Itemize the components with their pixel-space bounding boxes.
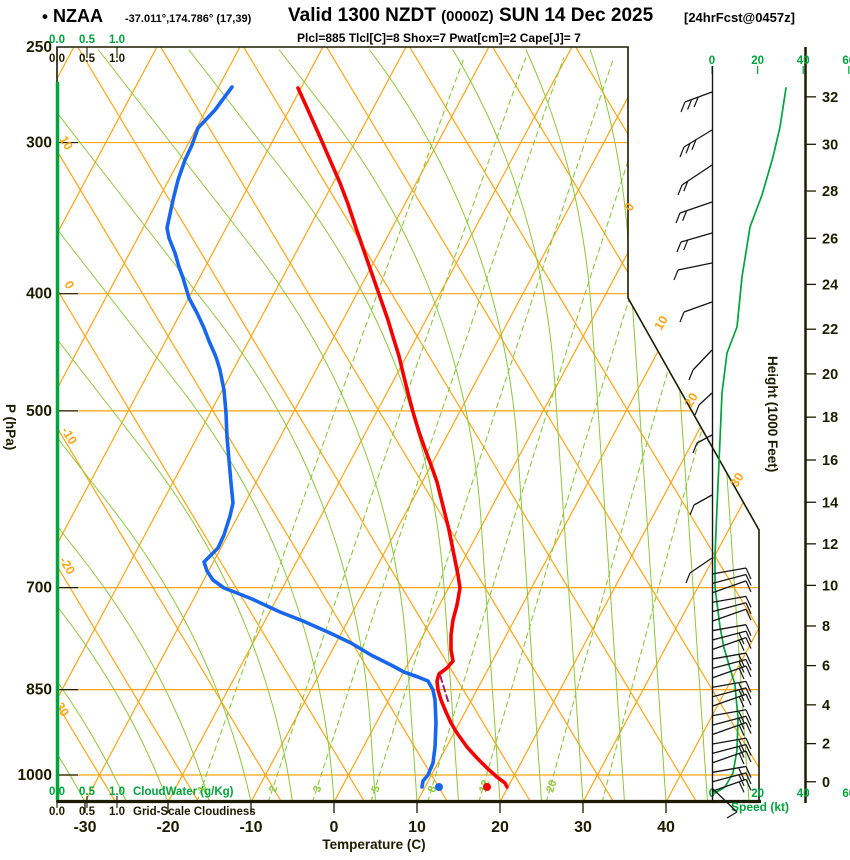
svg-text:6: 6 bbox=[822, 659, 830, 675]
dewpoint-curve bbox=[165, 85, 438, 789]
line-labels: 100-10-20-300102030123581220 bbox=[50, 133, 746, 794]
plot-area bbox=[57, 47, 759, 802]
svg-text:-20: -20 bbox=[56, 554, 77, 577]
valid-date: SUN 14 Dec 2025 bbox=[498, 5, 654, 26]
temperature-axis: -30 -20 -10 0 10 20 30 40 Temperature (C) bbox=[73, 803, 675, 852]
svg-text:3: 3 bbox=[311, 784, 324, 794]
surface-temperature-dot bbox=[483, 783, 491, 791]
svg-text:400: 400 bbox=[26, 286, 52, 303]
svg-text:700: 700 bbox=[26, 580, 52, 597]
svg-text:26: 26 bbox=[822, 231, 838, 247]
svg-text:1.0: 1.0 bbox=[109, 34, 125, 46]
svg-text:0.5: 0.5 bbox=[79, 34, 96, 46]
svg-text:850: 850 bbox=[26, 682, 52, 699]
svg-text:40: 40 bbox=[797, 788, 810, 800]
svg-text:10: 10 bbox=[56, 133, 75, 152]
svg-text:250: 250 bbox=[26, 39, 52, 56]
svg-text:1: 1 bbox=[196, 784, 209, 794]
svg-text:Height (1000 Feet): Height (1000 Feet) bbox=[765, 356, 780, 472]
svg-text:0.5: 0.5 bbox=[79, 786, 96, 798]
svg-text:30: 30 bbox=[574, 819, 592, 836]
surface-dewpoint-dot bbox=[435, 783, 443, 791]
valid-time: Valid 1300 NZDT bbox=[288, 5, 436, 26]
station-title: • NZAA bbox=[42, 6, 103, 27]
svg-text:12: 12 bbox=[822, 537, 838, 553]
svg-text:24: 24 bbox=[822, 277, 838, 293]
svg-text:Grid-Scale Cloudiness: Grid-Scale Cloudiness bbox=[133, 806, 256, 818]
svg-text:2: 2 bbox=[267, 784, 280, 794]
svg-text:10: 10 bbox=[652, 313, 671, 332]
valid-z-time: (0000Z) bbox=[441, 8, 494, 25]
chart-header: • NZAA -37.011°,174.786° (17,39) Valid 13… bbox=[0, 0, 850, 46]
svg-text:0.5: 0.5 bbox=[79, 53, 96, 65]
svg-text:-30: -30 bbox=[50, 696, 71, 719]
svg-text:20: 20 bbox=[751, 788, 764, 800]
svg-text:40: 40 bbox=[797, 55, 810, 67]
svg-text:2: 2 bbox=[822, 737, 830, 753]
svg-text:60: 60 bbox=[842, 55, 850, 67]
station-coords: -37.011°,174.786° (17,39) bbox=[125, 13, 252, 25]
svg-text:Temperature (C): Temperature (C) bbox=[322, 837, 425, 852]
svg-text:Speed (kt): Speed (kt) bbox=[731, 800, 789, 814]
wind-barbs bbox=[673, 91, 752, 819]
moist-adiabat-lines bbox=[57, 49, 750, 802]
dry-adiabat-lines bbox=[57, 47, 759, 802]
svg-text:5: 5 bbox=[369, 784, 382, 794]
svg-text:40: 40 bbox=[657, 819, 675, 836]
station-bullet-icon: • bbox=[42, 7, 48, 26]
temperature-curve bbox=[296, 86, 509, 789]
svg-text:-10: -10 bbox=[239, 819, 262, 836]
sounding-indices-line: Plcl=885 Tlcl[C]=8 Shox=7 Pwat[cm]=2 Cap… bbox=[297, 31, 581, 45]
svg-text:300: 300 bbox=[26, 135, 52, 152]
station-id: NZAA bbox=[52, 6, 103, 26]
svg-text:0: 0 bbox=[822, 775, 830, 791]
svg-text:20: 20 bbox=[751, 55, 764, 67]
svg-text:28: 28 bbox=[822, 184, 838, 200]
svg-text:32: 32 bbox=[822, 90, 838, 106]
svg-text:20: 20 bbox=[822, 367, 838, 383]
svg-text:1000: 1000 bbox=[18, 767, 52, 784]
svg-text:30: 30 bbox=[822, 137, 838, 153]
svg-text:0: 0 bbox=[330, 819, 339, 836]
svg-text:8: 8 bbox=[426, 784, 439, 794]
isotherm-lines bbox=[57, 47, 759, 802]
svg-text:1.0: 1.0 bbox=[109, 786, 125, 798]
svg-text:0: 0 bbox=[622, 200, 638, 213]
svg-text:8: 8 bbox=[822, 619, 830, 635]
svg-text:0.0: 0.0 bbox=[49, 806, 65, 818]
svg-text:4: 4 bbox=[822, 698, 830, 714]
svg-text:60: 60 bbox=[842, 788, 850, 800]
surface-dots bbox=[435, 783, 491, 791]
svg-text:-30: -30 bbox=[73, 819, 96, 836]
svg-text:30: 30 bbox=[728, 470, 747, 489]
svg-text:20: 20 bbox=[682, 390, 701, 409]
svg-text:0.0: 0.0 bbox=[49, 34, 65, 46]
svg-text:500: 500 bbox=[26, 403, 52, 420]
svg-text:1.0: 1.0 bbox=[109, 53, 125, 65]
cloud-scales: 0.00.00.00.00.50.50.50.51.01.01.01.0Clou… bbox=[49, 34, 256, 818]
svg-text:0.5: 0.5 bbox=[79, 806, 96, 818]
svg-text:P (hPa): P (hPa) bbox=[3, 404, 18, 450]
svg-text:16: 16 bbox=[822, 453, 838, 469]
svg-text:0.0: 0.0 bbox=[49, 53, 65, 65]
svg-text:18: 18 bbox=[822, 410, 838, 426]
svg-text:10: 10 bbox=[822, 578, 838, 594]
svg-text:-20: -20 bbox=[156, 819, 179, 836]
pressure-axis: 250 300 400 500 700 850 1000 P (hPa) bbox=[3, 39, 78, 784]
svg-text:CloudWater (g/Kg): CloudWater (g/Kg) bbox=[133, 786, 234, 798]
forecast-tag: [24hrFcst@0457z] bbox=[684, 10, 795, 25]
valid-title: Valid 1300 NZDT (0000Z) SUN 14 Dec 2025 bbox=[288, 5, 653, 27]
svg-text:0: 0 bbox=[61, 278, 77, 291]
svg-text:22: 22 bbox=[822, 322, 838, 338]
svg-text:14: 14 bbox=[822, 495, 838, 511]
svg-text:10: 10 bbox=[408, 819, 426, 836]
parcel-path bbox=[439, 674, 449, 702]
svg-text:20: 20 bbox=[544, 779, 559, 794]
svg-text:20: 20 bbox=[491, 819, 509, 836]
svg-text:0: 0 bbox=[709, 55, 715, 67]
svg-text:1.0: 1.0 bbox=[109, 806, 125, 818]
